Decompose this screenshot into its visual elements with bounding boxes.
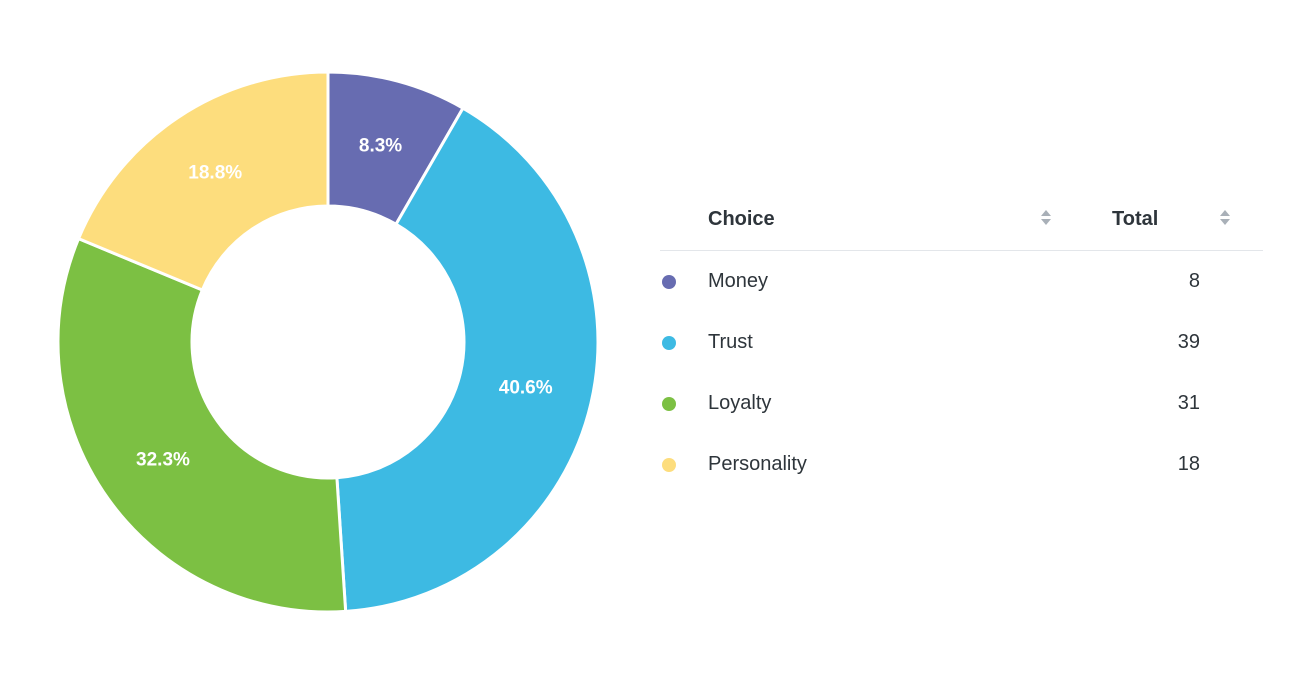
- total-column-header[interactable]: Total: [1112, 208, 1159, 230]
- slice-label-loyalty: 32.3%: [136, 450, 190, 471]
- choice-column-header[interactable]: Choice: [708, 208, 775, 230]
- legend-row-trust[interactable]: Trust 39: [660, 312, 1263, 373]
- legend-total-money: 8: [1188, 270, 1200, 292]
- legend-total-personality: 18: [1177, 453, 1200, 475]
- legend-total-trust: 39: [1177, 331, 1200, 353]
- legend-row-money[interactable]: Money 8: [660, 251, 1263, 312]
- slice-trust[interactable]: [335, 106, 600, 613]
- legend-label-loyalty: Loyalty: [708, 392, 772, 414]
- legend-row-loyalty[interactable]: Loyalty 31: [660, 373, 1263, 434]
- legend-dot-loyalty: [662, 397, 676, 411]
- legend-dot-money: [662, 275, 676, 289]
- slice-label-personality: 18.8%: [188, 163, 242, 184]
- legend-dot-personality: [662, 458, 676, 472]
- slice-loyalty[interactable]: [56, 237, 348, 614]
- legend-header: Choice Total: [660, 190, 1263, 251]
- legend-total-loyalty: 31: [1177, 392, 1200, 414]
- legend-label-money: Money: [708, 270, 769, 292]
- sort-choice-icon[interactable]: [1041, 210, 1051, 228]
- slice-personality[interactable]: [77, 70, 330, 292]
- sort-total-icon[interactable]: [1220, 210, 1230, 228]
- slice-label-money: 8.3%: [359, 135, 402, 156]
- legend-label-trust: Trust: [708, 331, 753, 353]
- donut-chart: 8.3% 40.6% 32.3% 18.8%: [56, 70, 600, 614]
- legend-row-personality[interactable]: Personality 18: [660, 434, 1263, 495]
- slice-label-trust: 40.6%: [499, 378, 553, 399]
- legend-dot-trust: [662, 336, 676, 350]
- legend-label-personality: Personality: [708, 453, 807, 475]
- legend-table: Choice Total Money 8 Trust 39 Loyalty 31…: [660, 190, 1263, 495]
